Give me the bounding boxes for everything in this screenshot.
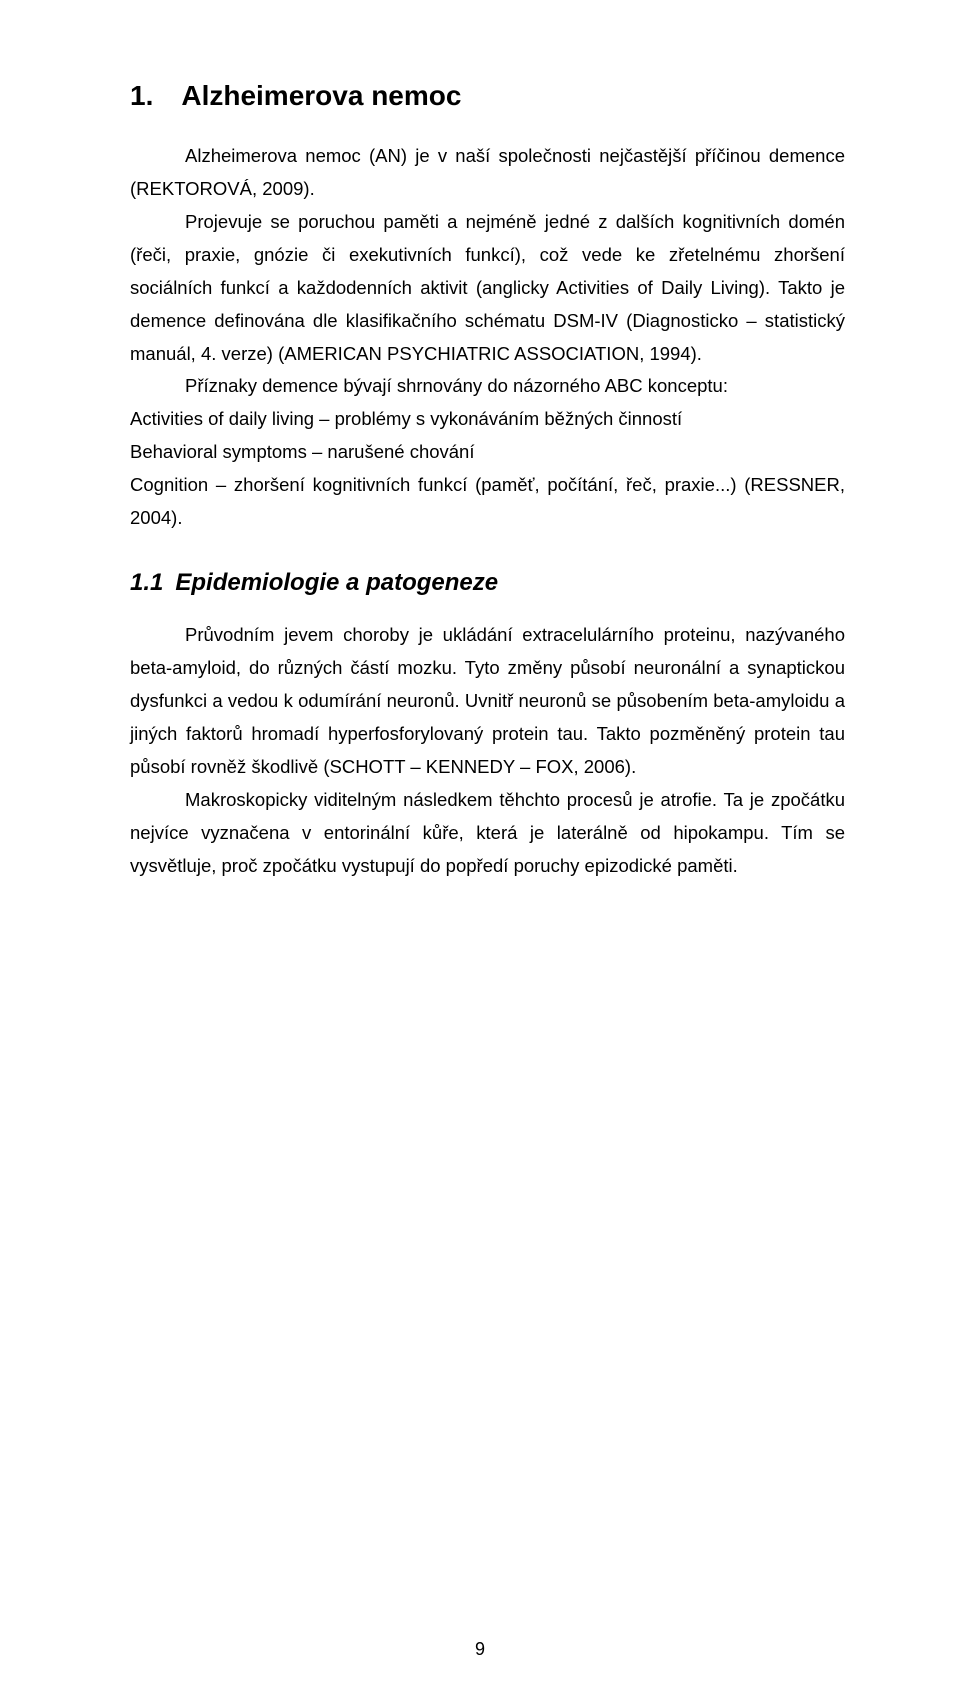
paragraph-intro: Alzheimerova nemoc (AN) je v naší společ…: [130, 140, 845, 206]
paragraph-abc-c: Cognition – zhoršení kognitivních funkcí…: [130, 469, 845, 535]
document-page: 1. Alzheimerova nemoc Alzheimerova nemoc…: [0, 0, 960, 1702]
heading-1: 1. Alzheimerova nemoc: [130, 80, 845, 112]
paragraph-pathogenesis-2: Makroskopicky viditelným následkem těhch…: [130, 784, 845, 883]
paragraph-definition: Projevuje se poruchou paměti a nejméně j…: [130, 206, 845, 371]
heading-1-1: 1.1 Epidemiologie a patogeneze: [130, 569, 845, 597]
paragraph-pathogenesis-1: Průvodním jevem choroby je ukládání extr…: [130, 619, 845, 784]
paragraph-abc-a: Activities of daily living – problémy s …: [130, 403, 845, 436]
page-number: 9: [0, 1639, 960, 1660]
paragraph-abc-b: Behavioral symptoms – narušené chování: [130, 436, 845, 469]
paragraph-abc-intro: Příznaky demence bývají shrnovány do náz…: [130, 370, 845, 403]
